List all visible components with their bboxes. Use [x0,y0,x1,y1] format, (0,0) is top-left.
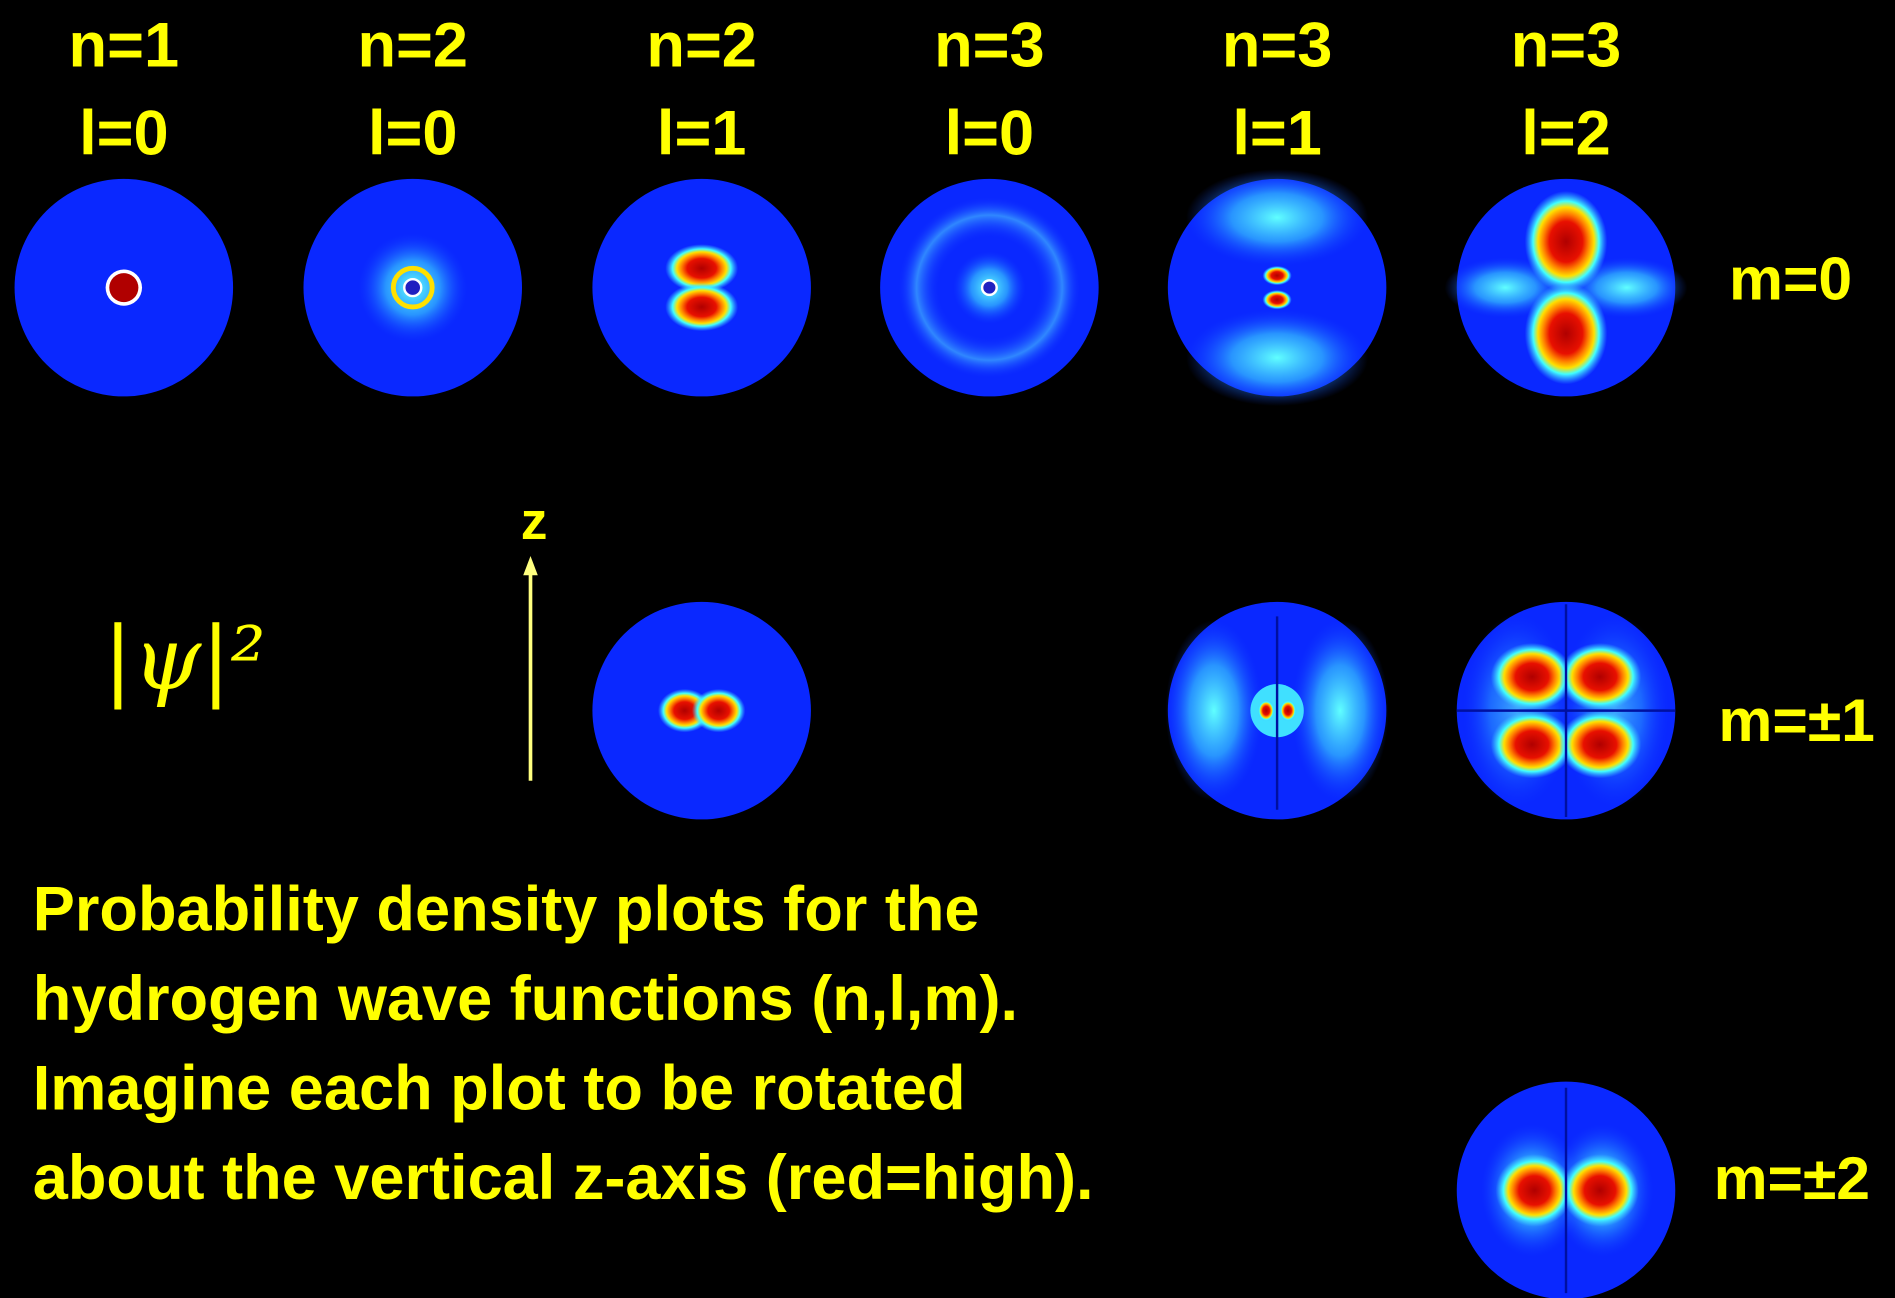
psi-annotation: |ψ|² [103,608,265,710]
column-n: n=3 [1222,11,1333,81]
column-l: l=0 [368,99,457,169]
caption-line: Probability density plots for the [33,875,980,945]
column-l: l=1 [657,99,746,169]
column-n: n=3 [934,11,1045,81]
z-axis-label: z [521,492,548,551]
column-n: n=2 [357,11,468,81]
row-label: m=0 [1729,245,1852,313]
orbital-row-2 [1457,1082,1676,1298]
caption-line: Imagine each plot to be rotated [33,1054,966,1124]
column-l: l=0 [945,99,1034,169]
column-l: l=0 [79,99,168,169]
slide: n=1 l=0 n=2 l=0 n=2 l=1 n=3 l=0 n=3 l=1 n=3 l=2 [0,0,1895,1298]
page: {"header": {"columns": [ {"n": "n=1", "l… [0,0,1895,1298]
row-label: m=±1 [1718,686,1874,754]
row-label: m=±2 [1714,1144,1870,1212]
column-n: n=1 [69,11,180,81]
column-n: n=2 [646,11,757,81]
column-l: l=1 [1232,99,1321,169]
column-l: l=2 [1521,99,1610,169]
column-n: n=3 [1511,11,1622,81]
caption-line: about the vertical z-axis (red=high). [33,1143,1094,1213]
caption-line: hydrogen wave functions (n,l,m). [33,964,1018,1034]
